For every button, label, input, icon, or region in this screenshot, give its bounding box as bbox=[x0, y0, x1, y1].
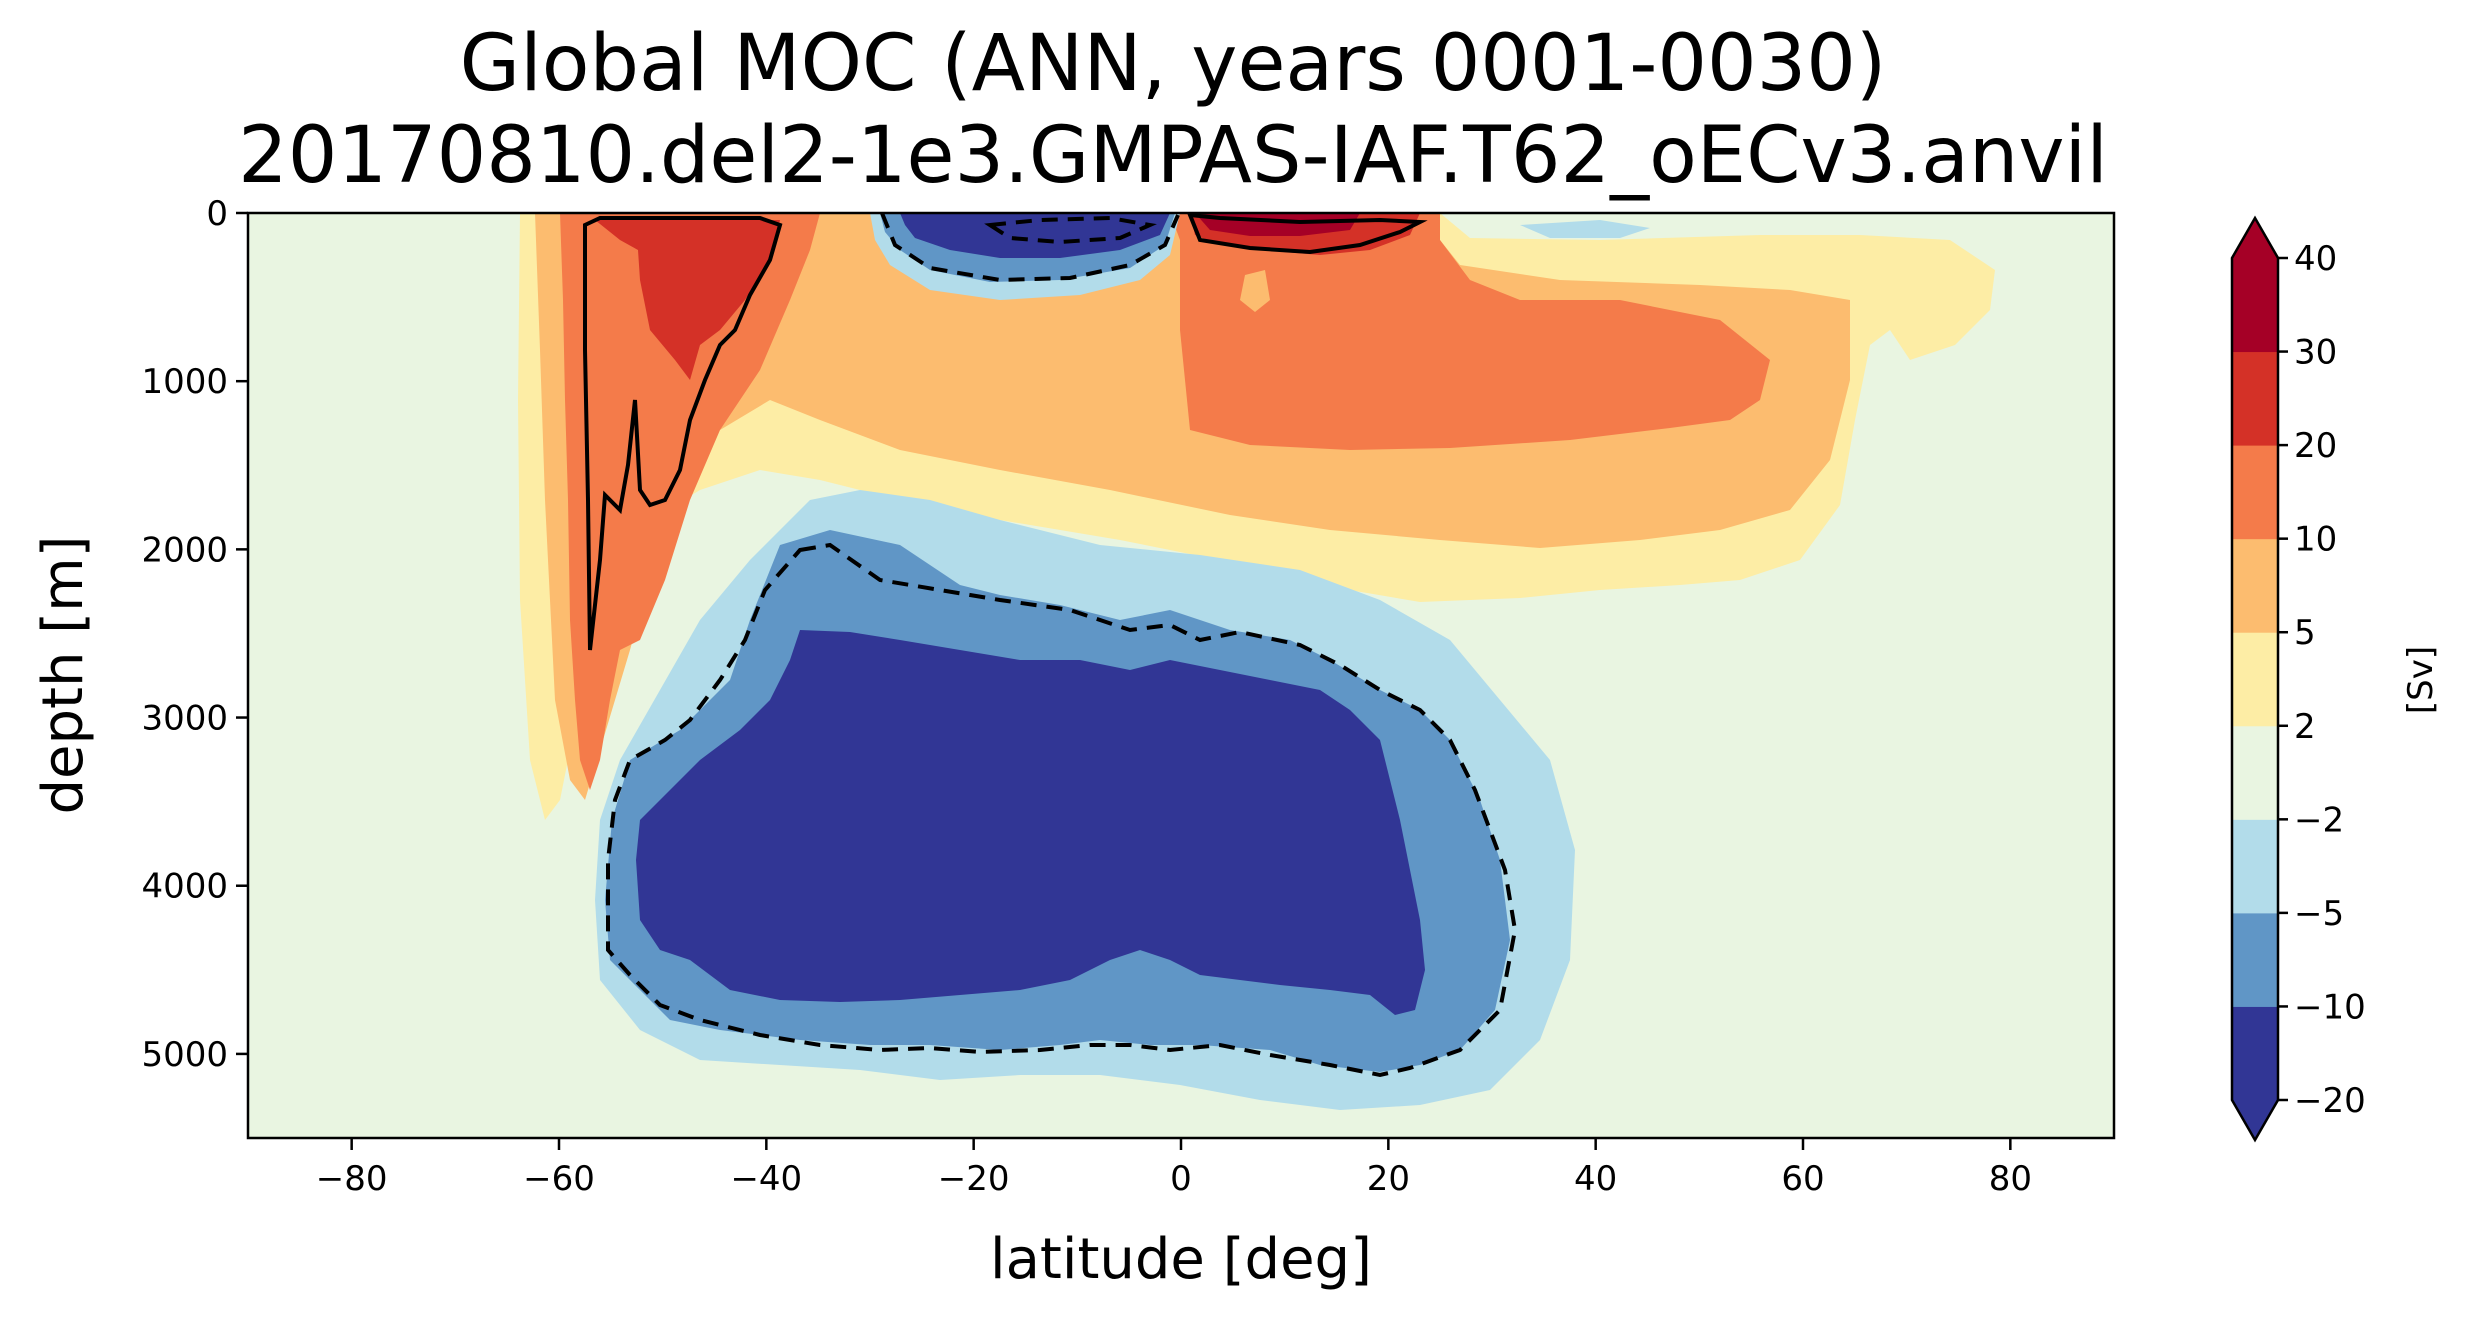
x-tick-label: −80 bbox=[316, 1159, 388, 1199]
colorbar: −20 −10 −5 −2 2 5 10 20 30 40 bbox=[2230, 215, 2366, 1143]
contour-fill-upper-10to20 bbox=[560, 213, 1770, 450]
colorbar-extend-max bbox=[2232, 218, 2278, 258]
colorbar-tick-label: 30 bbox=[2294, 333, 2337, 373]
contour-fill-tropical-neg-below10 bbox=[900, 213, 1170, 258]
y-axis-label: depth [m] bbox=[31, 535, 96, 814]
colorbar-band bbox=[2232, 538, 2278, 633]
colorbar-tick-label: −5 bbox=[2294, 894, 2344, 934]
plot-area bbox=[248, 213, 2114, 1138]
x-axis-label: latitude [deg] bbox=[990, 1227, 1372, 1292]
x-tick-label: 40 bbox=[1574, 1159, 1617, 1199]
colorbar-band bbox=[2232, 725, 2278, 820]
y-tick-label: 2000 bbox=[141, 530, 228, 570]
colorbar-band bbox=[2232, 912, 2278, 1007]
colorbar-tick-label: 40 bbox=[2294, 239, 2337, 279]
colorbar-band bbox=[2232, 819, 2278, 914]
x-axis-ticks: −80 −60 −40 −20 0 20 40 60 80 bbox=[316, 1138, 2032, 1199]
colorbar-extend-min bbox=[2232, 1100, 2278, 1140]
y-axis-ticks: 0 1000 2000 3000 4000 5000 bbox=[141, 194, 248, 1075]
contour-line-abyssal-negative bbox=[606, 542, 1518, 1078]
contour-fill-southern-20to30 bbox=[595, 220, 780, 380]
contour-line-north-tropical-positive bbox=[1187, 213, 1428, 255]
colorbar-band bbox=[2232, 258, 2278, 353]
y-tick-label: 3000 bbox=[141, 699, 228, 739]
contour-line-tropical-negative-inner bbox=[984, 215, 1157, 245]
x-tick-label: 20 bbox=[1367, 1159, 1410, 1199]
colorbar-band bbox=[2232, 445, 2278, 540]
colorbar-band bbox=[2232, 632, 2278, 727]
colorbar-tick-label: 5 bbox=[2294, 613, 2316, 653]
chart-title: Global MOC (ANN, years 0001-0030) bbox=[460, 19, 1887, 109]
y-tick-label: 1000 bbox=[141, 362, 228, 402]
contour-fill-abyssal-below10 bbox=[636, 630, 1425, 1015]
x-tick-label: −60 bbox=[523, 1159, 595, 1199]
colorbar-band bbox=[2232, 1006, 2278, 1101]
x-tick-label: 60 bbox=[1781, 1159, 1824, 1199]
colorbar-tick-label: −2 bbox=[2294, 800, 2344, 840]
colorbar-tick-label: 20 bbox=[2294, 426, 2337, 466]
x-tick-label: −20 bbox=[938, 1159, 1010, 1199]
colorbar-tick-label: 10 bbox=[2294, 520, 2337, 560]
colorbar-tick-label: −10 bbox=[2294, 987, 2366, 1027]
x-tick-label: −40 bbox=[730, 1159, 802, 1199]
y-tick-label: 4000 bbox=[141, 867, 228, 907]
contour-fill-southern-10to20 bbox=[560, 213, 820, 790]
colorbar-units-label: [Sv] bbox=[2401, 646, 2441, 714]
colorbar-tick-label: 2 bbox=[2294, 707, 2316, 747]
contour-line-tropical-negative bbox=[880, 213, 1180, 283]
colorbar-tick-label: −20 bbox=[2294, 1081, 2366, 1121]
chart-subtitle: 20170810.del2-1e3.GMPAS-IAF.T62_oECv3.an… bbox=[238, 111, 2108, 201]
x-tick-label: 80 bbox=[1989, 1159, 2032, 1199]
colorbar-band bbox=[2232, 351, 2278, 446]
y-tick-label: 0 bbox=[206, 194, 228, 234]
contour-fill-north-neg-patch bbox=[1520, 220, 1650, 238]
x-tick-label: 0 bbox=[1170, 1159, 1192, 1199]
contour-fill-north-small bbox=[1240, 270, 1270, 312]
y-tick-label: 5000 bbox=[141, 1035, 228, 1075]
contour-line-southern-positive bbox=[583, 216, 783, 651]
